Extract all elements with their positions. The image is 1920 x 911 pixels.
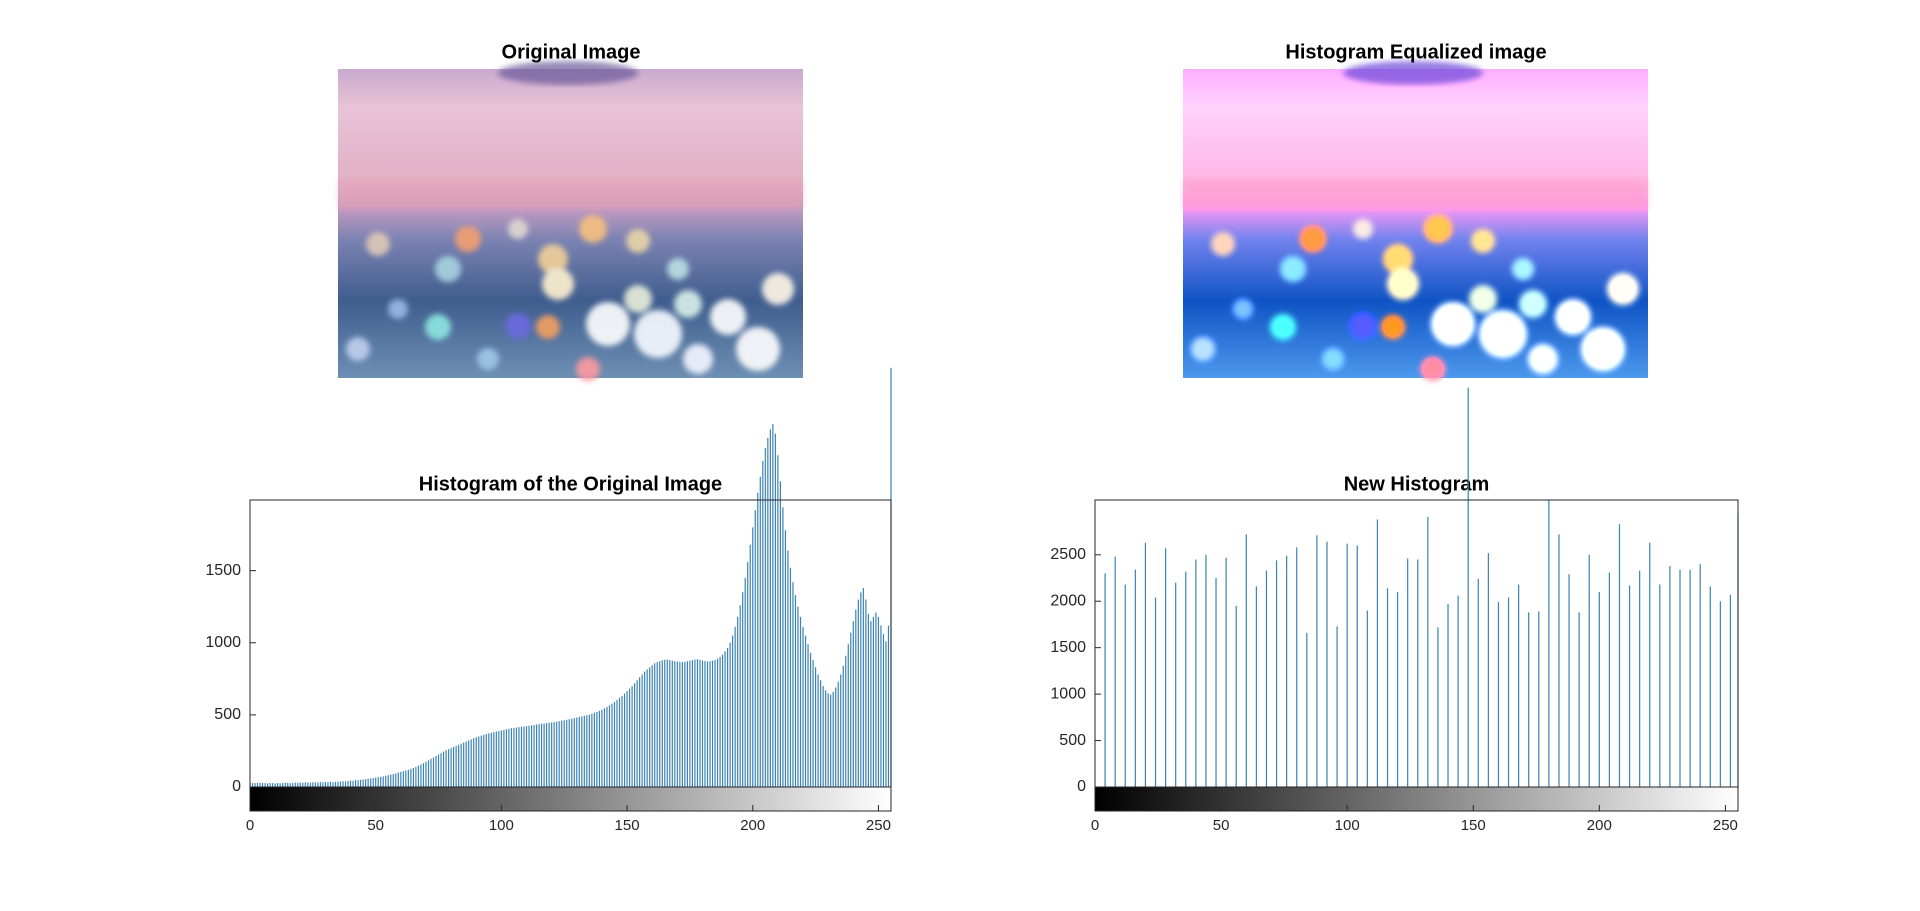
image-title: Histogram Equalized image (1285, 41, 1546, 63)
x-tick-label: 150 (615, 817, 640, 834)
y-tick-label: 0 (1077, 778, 1086, 795)
colorbar (250, 787, 891, 811)
y-tick-label: 500 (214, 706, 241, 723)
original-image (338, 61, 803, 381)
x-tick-label: 50 (367, 817, 384, 834)
image-title: Original Image (502, 41, 641, 63)
axes-box (1094, 499, 1739, 812)
x-tick-label: 50 (1213, 817, 1230, 834)
x-tick-label: 100 (1335, 817, 1360, 834)
x-tick-label: 0 (1091, 817, 1099, 834)
y-tick-label: 2000 (1050, 592, 1086, 609)
chart-title: Histogram of the Original Image (419, 473, 722, 495)
x-tick-label: 250 (1713, 817, 1738, 834)
x-tick-label: 100 (489, 817, 514, 834)
y-tick-label: 1500 (1050, 639, 1086, 656)
x-tick-label: 200 (1587, 817, 1612, 834)
axes-box (249, 499, 892, 812)
y-tick-label: 2500 (1050, 546, 1086, 563)
equalized-image (1183, 61, 1648, 381)
chart-title: New Histogram (1344, 473, 1490, 495)
x-tick-label: 200 (740, 817, 765, 834)
y-tick-label: 1000 (205, 634, 241, 651)
y-tick-label: 1500 (205, 562, 241, 579)
y-tick-label: 0 (232, 778, 241, 795)
y-tick-label: 1000 (1050, 685, 1086, 702)
colorbar (1095, 787, 1738, 811)
x-tick-label: 0 (246, 817, 254, 834)
x-tick-label: 150 (1461, 817, 1486, 834)
y-tick-label: 500 (1059, 732, 1086, 749)
x-tick-label: 250 (866, 817, 891, 834)
